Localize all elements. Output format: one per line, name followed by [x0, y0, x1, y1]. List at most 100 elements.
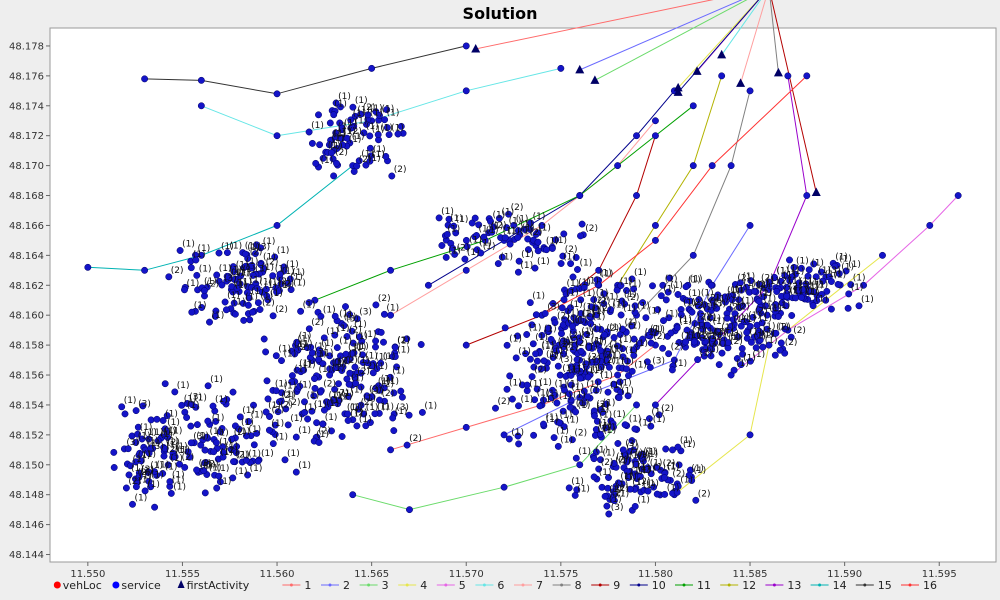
service-point	[689, 162, 697, 170]
point-label: (1)	[609, 340, 622, 350]
point-label: (1)	[138, 432, 151, 442]
service-point	[674, 291, 682, 298]
service-point	[567, 396, 575, 404]
service-point	[709, 335, 717, 342]
service-point	[651, 401, 659, 409]
service-point	[403, 441, 411, 449]
service-point	[242, 456, 250, 464]
service-point	[677, 311, 685, 319]
point-label: (1)	[704, 327, 717, 337]
service-point	[187, 264, 195, 272]
service-point	[587, 320, 595, 328]
service-point	[749, 313, 757, 321]
service-point	[163, 412, 171, 420]
service-point	[590, 473, 598, 481]
x-tick-label: 11.575	[543, 569, 578, 580]
service-point	[691, 320, 699, 327]
point-label: (1)	[541, 342, 554, 352]
point-label: (2)	[311, 318, 324, 328]
point-label: (1)	[216, 429, 229, 439]
service-point	[372, 301, 380, 309]
service-point	[531, 264, 539, 272]
point-label: (3)	[713, 300, 726, 310]
point-label: (1)	[578, 447, 591, 457]
service-point	[333, 344, 341, 352]
legend-line-dot	[772, 583, 776, 587]
service-point	[633, 132, 640, 140]
service-point	[597, 357, 604, 365]
service-point	[763, 325, 771, 333]
y-tick-label: 48.170	[9, 161, 44, 172]
service-point	[320, 334, 328, 342]
service-point	[533, 385, 541, 393]
service-point	[383, 106, 391, 114]
service-point	[300, 366, 308, 374]
legend-label: 12	[742, 579, 756, 592]
service-point	[602, 400, 610, 408]
service-point	[462, 266, 470, 274]
service-point	[607, 306, 615, 314]
service-point	[387, 266, 395, 274]
service-point	[319, 154, 327, 162]
service-point	[220, 397, 227, 405]
point-label: (1)	[583, 289, 596, 299]
service-point	[628, 275, 636, 283]
service-point	[372, 337, 380, 345]
point-label: (1)	[733, 315, 746, 325]
service-point	[615, 394, 623, 402]
service-point	[161, 445, 169, 453]
service-point	[243, 289, 251, 297]
service-point	[390, 389, 398, 397]
service-point	[549, 354, 557, 361]
point-label: (1)	[397, 336, 410, 346]
legend-line-dot	[863, 583, 867, 587]
point-label: (1)	[507, 227, 520, 237]
service-point	[774, 313, 782, 320]
service-point	[746, 221, 754, 229]
service-point	[755, 297, 763, 305]
point-label: (2)	[698, 489, 711, 499]
service-point	[210, 448, 218, 456]
point-label: (1)	[634, 268, 647, 278]
service-point	[349, 124, 357, 131]
service-point	[707, 281, 715, 289]
service-point	[265, 426, 273, 434]
service-point	[308, 349, 316, 357]
point-label: (1)	[769, 304, 782, 314]
service-point	[278, 357, 285, 365]
service-point	[577, 232, 584, 240]
service-point	[366, 419, 374, 426]
point-label: (1)	[275, 433, 288, 443]
service-point	[310, 392, 318, 400]
service-point	[305, 299, 313, 307]
service-point	[568, 436, 576, 444]
service-point	[215, 249, 223, 257]
service-point	[579, 399, 587, 407]
point-label: (1)	[743, 354, 756, 364]
service-point	[550, 434, 558, 442]
legend-item: firstActivity	[177, 579, 250, 592]
service-point	[391, 343, 399, 351]
service-point	[331, 312, 339, 320]
service-point	[526, 299, 534, 307]
service-point	[647, 339, 655, 347]
service-point	[786, 256, 793, 264]
service-point	[244, 301, 252, 309]
service-point	[231, 310, 239, 318]
service-point	[360, 129, 368, 137]
service-point	[541, 310, 549, 317]
service-point	[246, 316, 254, 324]
service-point	[380, 310, 388, 318]
service-point	[349, 491, 357, 499]
service-point	[357, 401, 365, 409]
legend-label: 11	[697, 579, 711, 592]
point-label: (1)	[580, 259, 593, 269]
point-label: (1)	[314, 342, 327, 352]
service-point	[332, 99, 340, 107]
point-label: (1)	[591, 337, 604, 347]
service-point	[230, 299, 238, 307]
point-label: (1)	[806, 282, 819, 292]
service-point	[145, 435, 153, 443]
service-point	[549, 300, 557, 307]
service-point	[271, 421, 279, 429]
